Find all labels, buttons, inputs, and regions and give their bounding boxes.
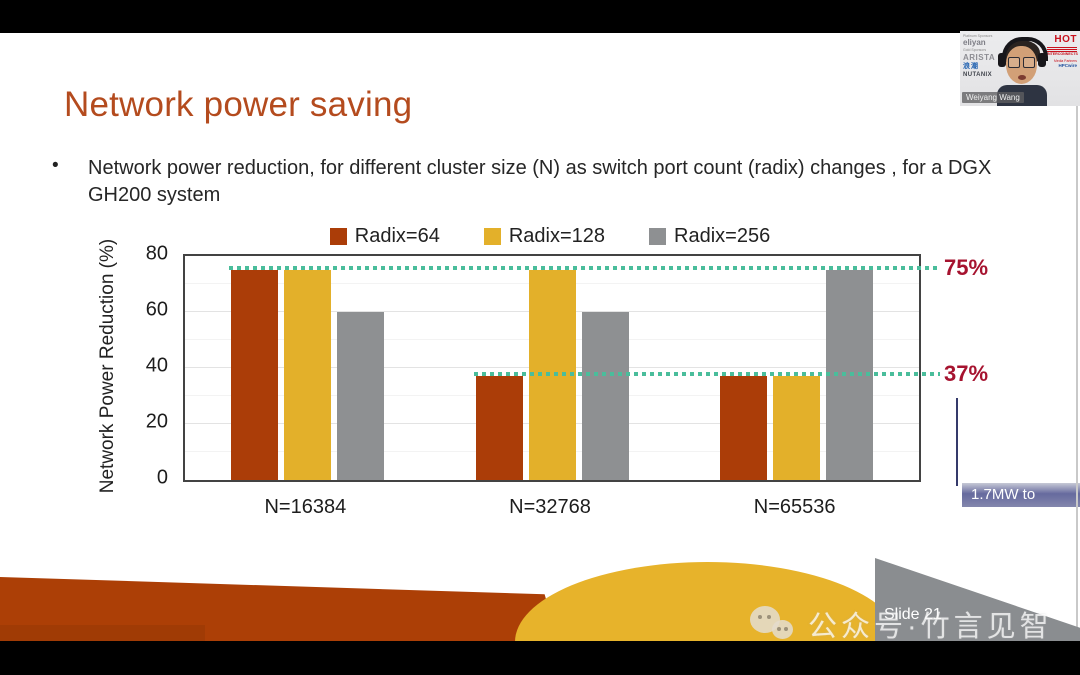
avatar-mouth — [1018, 75, 1026, 80]
watermark: 公众号·竹言见智 — [750, 603, 1053, 641]
legend-label: Radix=128 — [508, 224, 606, 247]
wechat-bubble-small — [772, 620, 793, 639]
bullet-row: • Network power reduction, for different… — [52, 155, 1012, 209]
legend-swatch — [649, 227, 667, 245]
media-partners-caption: Media Partners — [1054, 58, 1077, 63]
slide-number: Slide 21 — [884, 606, 942, 623]
speaker-name-tag: Weiyang Wang — [962, 92, 1024, 103]
legend-item: Radix=128 — [483, 224, 606, 248]
wechat-icon — [750, 604, 798, 641]
callout-box: 1.7MW to — [962, 483, 1080, 507]
interconnects-logo: INTERCONNECTS — [1047, 52, 1078, 56]
bar-N16384-Radix64 — [230, 270, 278, 480]
y-axis-title: Network Power Reduction (%) — [97, 238, 118, 494]
x-tick-label: N=16384 — [264, 496, 347, 518]
blue-sponsor-logo: 浪潮 — [963, 62, 979, 70]
y-tick-label: 80 — [145, 242, 168, 265]
headphones-icon — [1002, 37, 1048, 61]
headphone-earcup-left — [998, 53, 1006, 67]
legend-swatch — [483, 227, 501, 245]
y-tick-label: 40 — [145, 354, 168, 377]
bar-N32768-Radix64 — [475, 376, 523, 480]
y-tick-label: 20 — [145, 410, 168, 433]
y-tick-label: 0 — [156, 466, 168, 489]
annotation-line-75% — [228, 266, 940, 270]
slide-canvas: Network power saving • Network power red… — [0, 33, 1080, 641]
bar-N16384-Radix256 — [336, 312, 384, 480]
decoration-orange-band-shadow — [0, 625, 205, 641]
window-edge-line — [1076, 33, 1078, 641]
hpcwire-logo: HPCwire — [1058, 62, 1077, 68]
chart-legend: Radix=64 Radix=128 Radix=256 — [183, 223, 917, 249]
bar-chart-plot-area — [183, 254, 921, 482]
legend-swatch — [329, 227, 347, 245]
legend-label: Radix=64 — [354, 224, 440, 247]
webcam-video-pane[interactable]: Platinum Sponsors eliyan Gold Sponsors A… — [960, 31, 1080, 106]
bar-N65536-Radix128 — [773, 376, 821, 480]
headphone-earcup-right — [1038, 53, 1046, 67]
annotation-line-37% — [473, 372, 940, 377]
sponsor-logos-left: Platinum Sponsors eliyan Gold Sponsors A… — [963, 34, 1003, 79]
x-tick-label: N=32768 — [509, 496, 591, 518]
hot-logo-stripes — [1047, 46, 1077, 52]
slide-title: Network power saving — [64, 85, 413, 124]
nutanix-logo: NUTANIX — [963, 71, 993, 78]
watermark-text: 公众号·竹言见智 — [808, 611, 1053, 641]
glasses-icon — [1008, 57, 1035, 68]
annotation-label-75%: 75% — [944, 255, 989, 280]
x-tick-label: N=65536 — [753, 496, 836, 518]
bar-N65536-Radix64 — [720, 376, 768, 480]
legend-item: Radix=256 — [649, 225, 770, 248]
platinum-sponsors-caption: Platinum Sponsors — [963, 34, 993, 38]
bullet-text: Network power reduction, for different c… — [88, 157, 992, 206]
legend-item: Radix=64 — [329, 224, 440, 248]
annotation-label-37%: 37% — [944, 361, 989, 387]
bullet-marker: • — [52, 155, 59, 176]
legend-label: Radix=256 — [674, 224, 771, 247]
arista-logo: ARISTA — [963, 52, 996, 62]
sponsor-logos-right: HOT INTERCONNECTS Media Partners HPCwire — [1047, 34, 1078, 69]
y-tick-label: 60 — [145, 298, 168, 321]
hot-logo: HOT — [1054, 34, 1077, 45]
gold-sponsors-caption: Gold Sponsors — [963, 48, 987, 53]
callout-connector-line — [956, 398, 958, 486]
eliyan-logo: eliyan — [963, 38, 986, 48]
bar-N16384-Radix128 — [283, 270, 331, 480]
bar-N32768-Radix256 — [581, 312, 629, 480]
